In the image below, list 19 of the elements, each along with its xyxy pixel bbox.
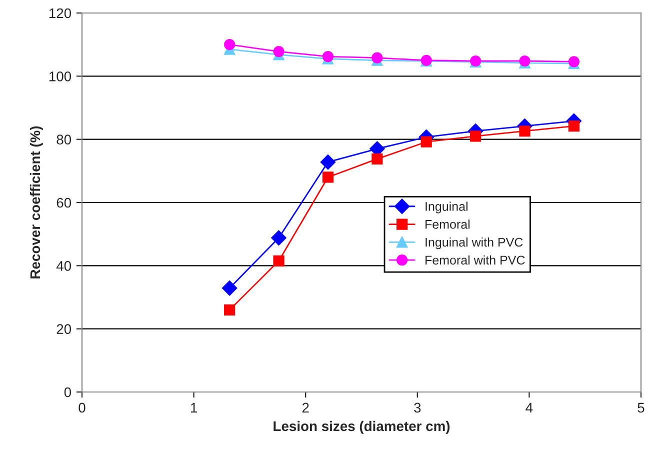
- legend-label: Inguinal: [426, 202, 468, 214]
- y-tick-label: 0: [64, 387, 72, 398]
- legend-label: Femoral: [426, 220, 470, 229]
- y-tick-label: 60: [56, 198, 72, 208]
- legend-label: Inguinal with PVC: [426, 237, 523, 250]
- y-tick-label: 40: [56, 261, 72, 271]
- y-tick-label: 80: [56, 134, 72, 145]
- x-axis-title: Lesion sizes (diameter cm): [274, 420, 450, 434]
- x-tick-label: 1: [190, 402, 197, 412]
- x-tick-label: 2: [302, 402, 309, 412]
- x-tick-label: 5: [638, 402, 644, 413]
- y-tick-label: 120: [49, 8, 72, 18]
- x-tick-label: 4: [526, 402, 533, 412]
- legend-label: Femoral with PVC: [426, 255, 525, 265]
- x-tick-label: 3: [414, 402, 421, 413]
- y-tick-label: 100: [49, 72, 72, 82]
- x-tick-label: 0: [78, 402, 86, 413]
- y-tick-label: 20: [56, 324, 72, 334]
- y-axis-title: Recover coefficient (%): [30, 126, 43, 278]
